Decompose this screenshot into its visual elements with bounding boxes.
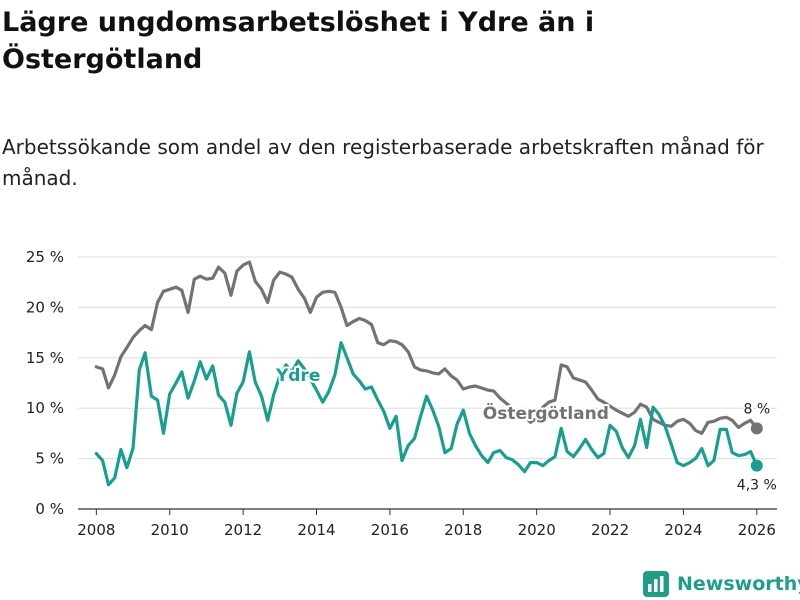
x-tick-label: 2008: [77, 521, 115, 539]
y-tick-label: 0 %: [35, 500, 64, 518]
chart-subtitle: Arbetssökande som andel av den registerb…: [2, 135, 764, 190]
series-label-ydre: Ydre: [275, 366, 320, 386]
x-tick-label: 2014: [297, 521, 335, 539]
y-axis: 0 % 5 % 10 % 15 % 20 % 25 %: [26, 248, 64, 518]
x-tick-label: 2026: [738, 521, 776, 539]
y-tick-label: 15 %: [26, 349, 64, 367]
brand-name: Newsworthy: [677, 573, 800, 595]
y-tick-label: 10 %: [26, 399, 64, 417]
series-line-ostergotland: [94, 260, 759, 435]
x-tick-label: 2022: [591, 521, 629, 539]
end-point-ydre: [750, 459, 763, 472]
end-point-ostergotland: [750, 422, 763, 435]
y-tick-label: 20 %: [26, 298, 64, 316]
end-label-ostergotland: 8 %: [743, 401, 770, 417]
x-tick-label: 2016: [371, 521, 409, 539]
bar-chart-icon: [643, 571, 669, 597]
y-tick-label: 25 %: [26, 248, 64, 266]
series-lines: [94, 260, 763, 487]
newsworthy-logo[interactable]: Newsworthy: [643, 568, 800, 600]
chart-title: Lägre ungdomsarbetslöshet i Ydre än i Ös…: [2, 7, 595, 75]
end-label-ydre: 4,3 %: [737, 478, 777, 494]
series-label-ostergotland: Östergötland: [483, 402, 609, 424]
y-tick-label: 5 %: [35, 450, 64, 468]
x-tick-label: 2010: [151, 521, 189, 539]
series-labels: Östergötland Ydre 8 % 4,3 %: [273, 364, 779, 496]
grid-lines: [78, 256, 777, 510]
series-line-ydre: [94, 341, 759, 487]
x-axis: 2008 2010 2012 2014 2016 2018 2020 2022 2024 2026: [77, 509, 776, 539]
x-tick-label: 2024: [664, 521, 702, 539]
x-tick-label: 2020: [518, 521, 556, 539]
x-tick-label: 2012: [224, 521, 262, 539]
x-tick-label: 2018: [444, 521, 482, 539]
